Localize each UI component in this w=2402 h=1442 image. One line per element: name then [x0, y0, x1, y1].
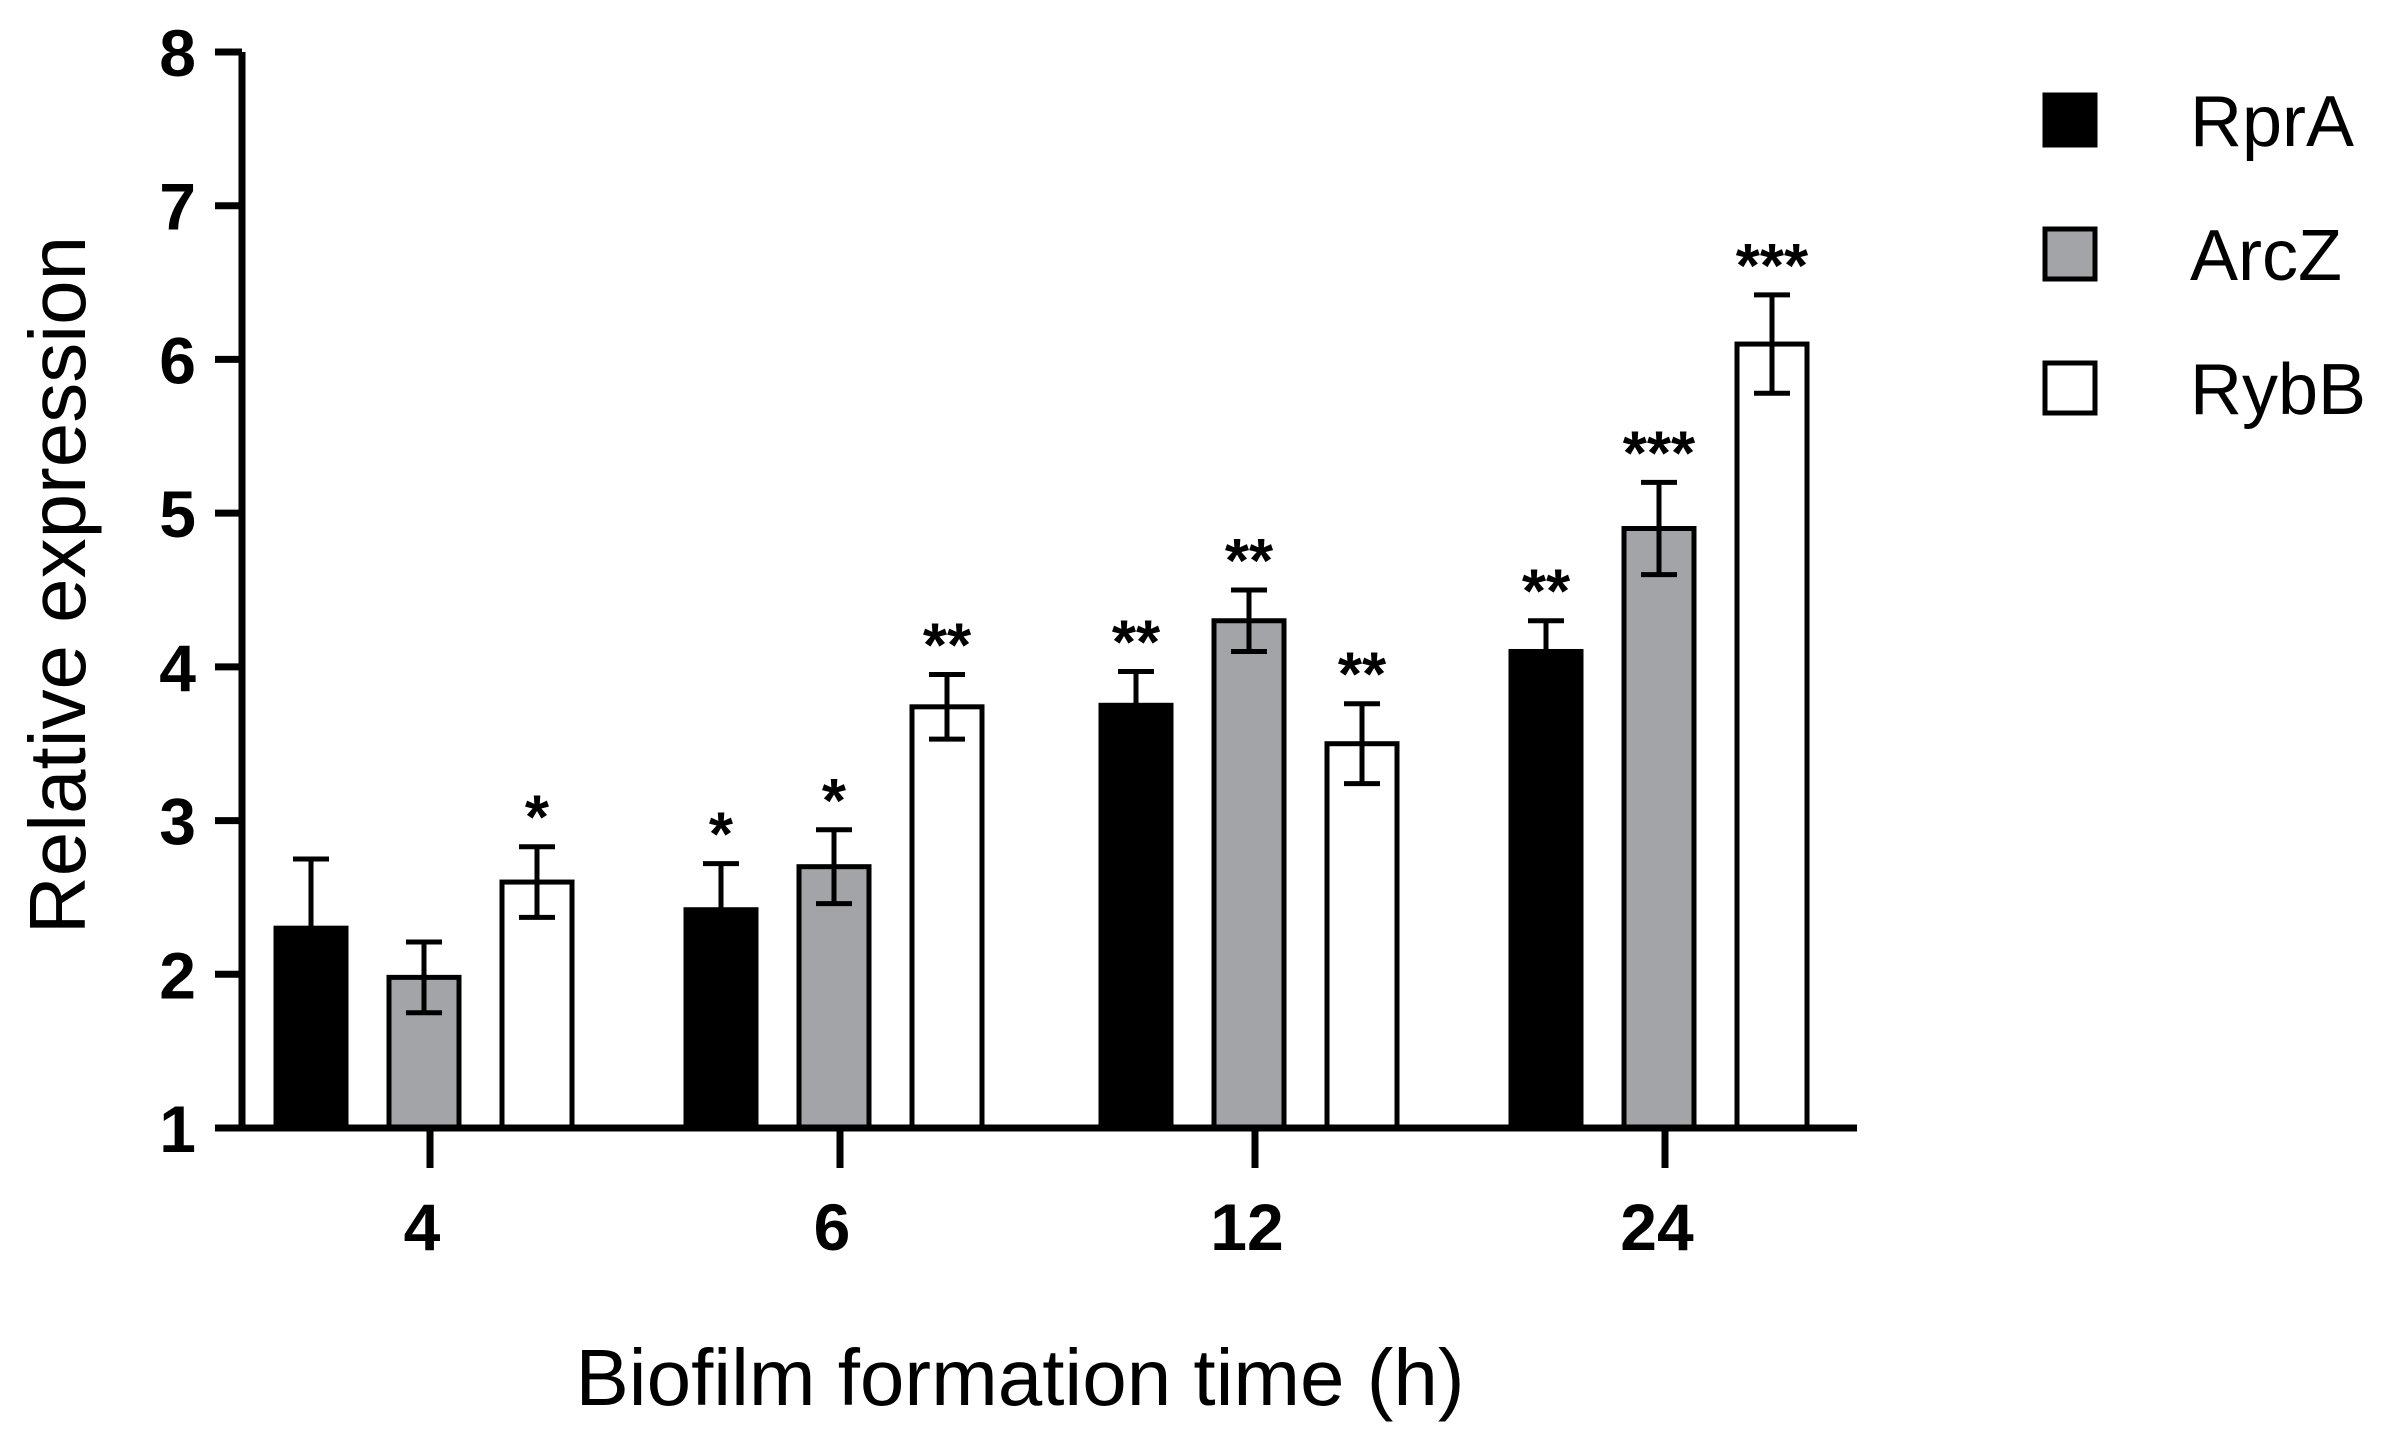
significance-label: * [709, 801, 734, 870]
y-tick-label: 2 [159, 938, 196, 1012]
y-tick-label: 4 [159, 631, 196, 705]
x-axis-title: Biofilm formation time (h) [575, 1333, 1464, 1422]
x-tick-label: 6 [814, 1190, 851, 1264]
y-ticks: 1 2 3 4 5 6 7 8 [159, 16, 242, 1166]
bar-rybb-24 [1734, 341, 1810, 1131]
y-tick-label: 3 [159, 785, 196, 859]
bar-rybb-6 [909, 704, 985, 1131]
error-bars-layer [293, 292, 1790, 1016]
legend-swatch-rybb [2042, 360, 2098, 416]
significance-label: * [525, 784, 550, 853]
y-tick-label: 5 [159, 477, 196, 551]
significance-label: *** [1736, 232, 1809, 301]
legend-swatch-arcz [2042, 226, 2098, 282]
significance-label: ** [1112, 608, 1161, 677]
significance-label: ** [923, 612, 972, 681]
x-tick-label: 12 [1210, 1190, 1283, 1264]
legend-label: ArcZ [2190, 216, 2342, 296]
x-tick-label: 24 [1620, 1190, 1694, 1264]
bar-rybb-12 [1324, 741, 1400, 1131]
significance-layer: * * *** ************** [525, 232, 1809, 870]
legend: RprA ArcZ RybB [2042, 82, 2366, 430]
bar-rpra-4 [273, 925, 349, 1131]
x-ticks: 4 6 12 24 [404, 1128, 1694, 1264]
y-tick-label: 6 [159, 323, 196, 397]
legend-label: RybB [2190, 350, 2366, 430]
bar-rpra-12 [1098, 702, 1174, 1131]
bars-layer [273, 341, 1810, 1131]
axes [238, 52, 1857, 1132]
significance-label: * [822, 767, 847, 836]
bar-rpra-24 [1508, 648, 1584, 1131]
significance-label: ** [1522, 558, 1571, 627]
y-tick-label: 8 [159, 16, 196, 90]
significance-label: ** [1338, 641, 1387, 710]
x-tick-label: 4 [404, 1190, 441, 1264]
bar-rpra-6 [683, 907, 759, 1131]
legend-label: RprA [2190, 82, 2354, 162]
bar-arcz-24 [1621, 526, 1697, 1131]
significance-label: *** [1623, 419, 1696, 488]
significance-label: ** [1225, 527, 1274, 596]
bar-arcz-12 [1211, 618, 1287, 1131]
y-axis-title: Relative expression [13, 236, 102, 934]
y-tick-label: 1 [159, 1092, 196, 1166]
legend-swatch-rpra [2042, 92, 2098, 148]
y-tick-label: 7 [159, 170, 196, 244]
